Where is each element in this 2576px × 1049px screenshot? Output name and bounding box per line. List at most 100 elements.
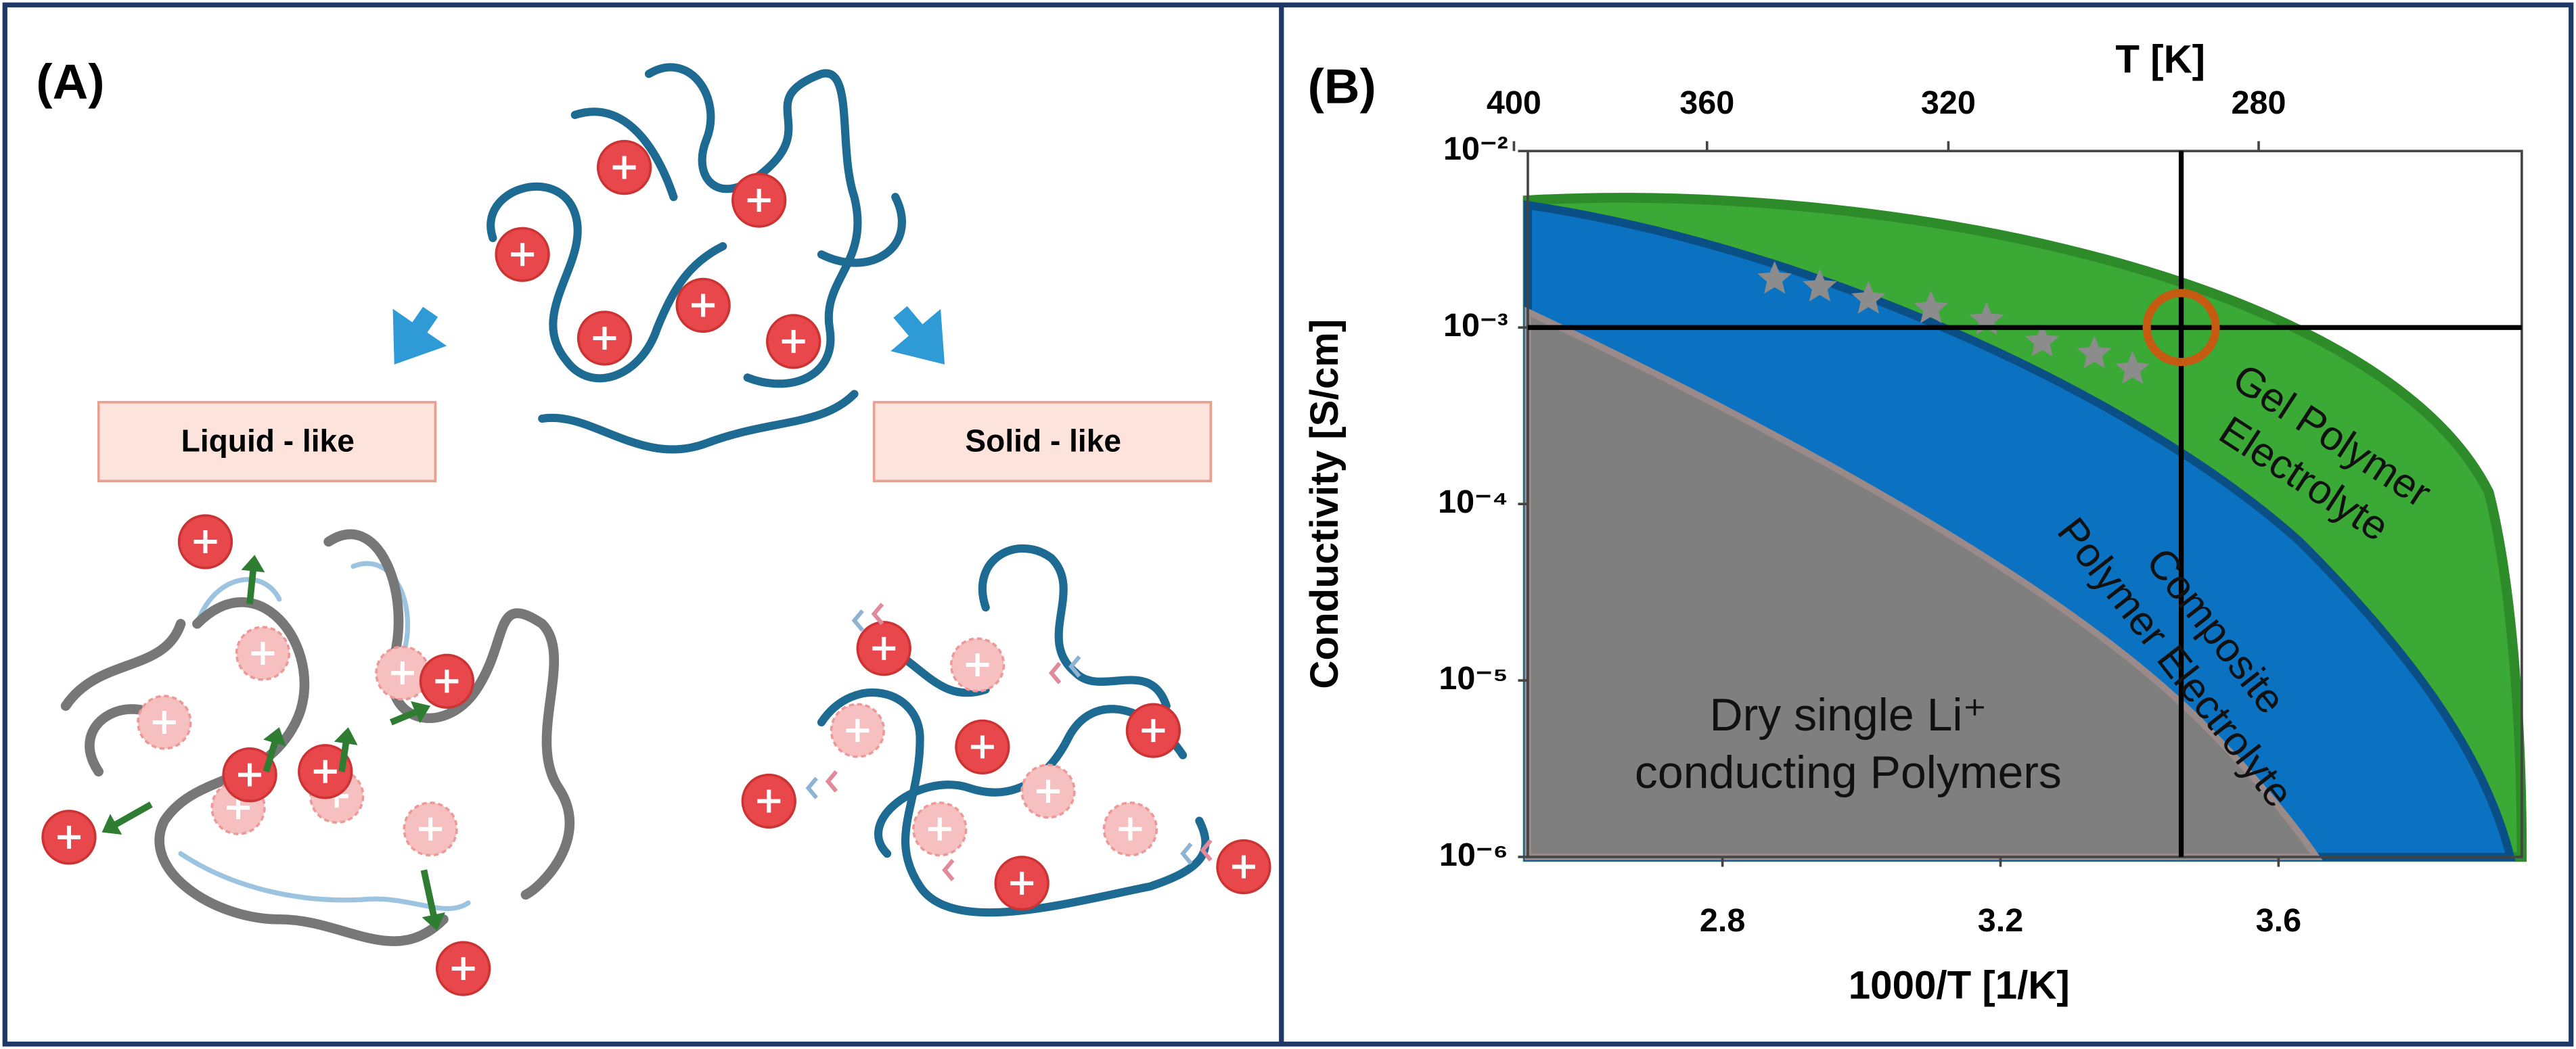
arrow-shaft: [389, 708, 419, 726]
star-point: [1803, 269, 1837, 302]
top-tick-label: 280: [2232, 85, 2286, 121]
chevron: [1200, 839, 1213, 862]
polymer-chain: [644, 63, 862, 388]
polymer-chain: [60, 619, 186, 711]
region-label: conducting Polymers: [1635, 747, 2062, 798]
ion-plus: [593, 327, 616, 350]
top-tick-label: 320: [1921, 85, 1976, 121]
polymer-chain: [154, 597, 449, 946]
ion-plus: [419, 817, 443, 841]
reference-circle: [2142, 289, 2220, 367]
y-axis-title: Conductivity [S/cm]: [1303, 319, 1347, 689]
polymer-chain: [978, 544, 1171, 710]
ion-plus: [692, 294, 715, 317]
polymer-chain: [487, 182, 727, 383]
chevron: [942, 858, 955, 881]
polymer-chain: [178, 851, 471, 911]
arrow-head: [411, 701, 431, 724]
solid-label: Solid - like: [965, 423, 1121, 459]
polymer-chain: [817, 193, 906, 267]
ion-plus: [612, 156, 636, 179]
y-tick-label: 10⁻⁶: [1439, 837, 1508, 873]
ion-plus: [152, 710, 176, 734]
ion-plus: [757, 789, 781, 813]
x-tick-label: 3.6: [2256, 902, 2302, 939]
arrow-head: [263, 727, 286, 747]
y-tick-label: 10⁻²: [1443, 131, 1508, 167]
arrow-shaft: [338, 741, 350, 772]
arrow-head: [890, 308, 945, 365]
liquid-label: Liquid - like: [181, 423, 355, 459]
ion-plus: [390, 661, 414, 685]
arrow-head: [241, 555, 265, 573]
star-point: [1914, 290, 1949, 323]
arrow-shaft: [246, 569, 257, 605]
chevron: [871, 603, 884, 626]
ion-plus: [313, 760, 337, 783]
panel-b-label: (B): [1308, 60, 1376, 114]
region-dry: [1524, 306, 2323, 860]
arrow-shaft: [420, 869, 438, 918]
panel-b: (B) 10⁻⁶ 10⁻⁵ 10⁻⁴ 10⁻³ 10⁻² 2.8 3.2 3.6 400 360 3…: [1303, 38, 2527, 1008]
arrow-shaft: [112, 801, 153, 829]
star-point: [1851, 281, 1886, 314]
panel-a-art: [41, 63, 1271, 996]
polymer-chain: [817, 688, 1210, 917]
arrow-head: [422, 912, 445, 931]
ion-plus: [1118, 817, 1142, 841]
ion-plus: [747, 189, 771, 212]
arrow-head: [334, 727, 358, 745]
solid-box: [872, 400, 1213, 482]
ion-plus: [1010, 871, 1034, 895]
y-tick-label: 10⁻⁵: [1439, 660, 1508, 697]
ion-plus: [1231, 855, 1255, 879]
chevron: [805, 776, 819, 799]
ion-plus: [57, 825, 81, 849]
ion-plus: [194, 530, 217, 553]
ion-plus: [1142, 719, 1165, 743]
x-tick-label: 3.2: [1978, 902, 2024, 939]
chevron: [825, 770, 838, 793]
top-axis-title: T [K]: [2115, 38, 2205, 82]
polymer-chain: [323, 529, 574, 900]
ion-plus: [451, 957, 475, 981]
panel-a-label: (A): [36, 54, 104, 109]
star-point: [2025, 323, 2060, 356]
polymer-chain: [538, 390, 859, 454]
chevron: [1048, 661, 1062, 684]
top-tick-label: 400: [1487, 85, 1541, 121]
ion-plus: [928, 817, 951, 841]
ion-plus: [435, 670, 459, 693]
chevron: [851, 609, 864, 632]
chevron: [1180, 842, 1193, 865]
chevron: [1068, 655, 1081, 678]
region-label: Dry single Li⁺: [1709, 689, 1987, 741]
ion-plus: [227, 796, 250, 820]
ion-plus: [511, 243, 535, 266]
star-point: [2077, 335, 2112, 369]
liquid-box: [97, 400, 437, 482]
top-tick-label: 360: [1679, 85, 1734, 121]
ion-plus: [966, 653, 989, 677]
ion-plus: [238, 763, 262, 787]
ion-plus: [1037, 779, 1060, 803]
ion-plus: [970, 735, 994, 759]
star-point: [2115, 351, 2150, 384]
arrow-head: [392, 308, 447, 365]
y-tick-label: 10⁻³: [1443, 307, 1508, 344]
polymer-chain: [570, 108, 678, 202]
ion-plus: [846, 719, 869, 743]
ion-plus: [251, 642, 275, 666]
arrow-head: [101, 814, 122, 835]
polymer-chain: [194, 577, 282, 626]
ion-plus: [872, 636, 896, 660]
arrow-shaft: [263, 740, 279, 773]
star-point: [1757, 260, 1792, 294]
y-tick-label: 10⁻⁴: [1438, 484, 1508, 520]
x-tick-label: 2.8: [1700, 902, 1746, 939]
x-axis-title: 1000/T [1/K]: [1849, 964, 2070, 1008]
ion-plus: [782, 329, 805, 353]
